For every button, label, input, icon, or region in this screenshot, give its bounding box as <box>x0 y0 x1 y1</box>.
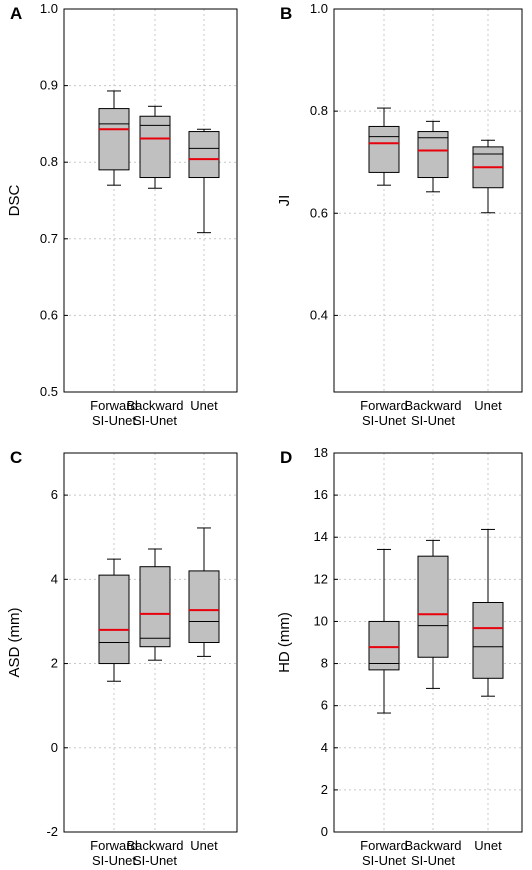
iqr-box <box>472 601 504 679</box>
box-3 <box>188 527 220 657</box>
box-3 <box>472 528 504 697</box>
box-2 <box>139 105 171 189</box>
category-label: Backward <box>126 838 183 853</box>
category-label: SI-Unet <box>411 413 455 428</box>
category-label: SI-Unet <box>362 413 406 428</box>
box-1 <box>368 107 400 186</box>
iqr-box <box>98 108 130 171</box>
box-3 <box>472 139 504 214</box>
y-tick-label: 8 <box>321 656 328 671</box>
y-tick-label: 0.9 <box>40 78 58 93</box>
category-label: Backward <box>404 838 461 853</box>
box-2 <box>417 120 449 193</box>
iqr-box <box>368 620 400 671</box>
iqr-box <box>188 570 220 644</box>
category-label: SI-Unet <box>362 853 406 868</box>
y-axis-label: JI <box>276 195 293 207</box>
plot-frame <box>333 8 523 393</box>
y-tick-label: 16 <box>314 487 328 502</box>
y-axis-label: ASD (mm) <box>6 608 23 678</box>
y-tick-label: 0.7 <box>40 231 58 246</box>
y-tick-label: 6 <box>51 487 58 502</box>
category-label: Forward <box>360 838 408 853</box>
y-tick-label: 0.6 <box>310 205 328 220</box>
category-label: Forward <box>90 398 138 413</box>
category-label: SI-Unet <box>133 853 177 868</box>
category-label: Backward <box>404 398 461 413</box>
category-label: Unet <box>190 838 218 853</box>
iqr-box <box>98 574 130 665</box>
y-tick-label: 0.8 <box>310 103 328 118</box>
y-tick-label: 2 <box>51 656 58 671</box>
y-axis-label: HD (mm) <box>276 612 293 673</box>
panel-letter: A <box>10 4 22 23</box>
panel-letter: C <box>10 448 22 467</box>
y-tick-label: -2 <box>46 824 58 839</box>
category-label: Forward <box>90 838 138 853</box>
category-label: SI-Unet <box>92 853 136 868</box>
category-label: Unet <box>474 838 502 853</box>
y-tick-label: 12 <box>314 571 328 586</box>
y-tick-label: 4 <box>51 571 58 586</box>
box-1 <box>368 548 400 714</box>
panel-letter: D <box>280 448 292 467</box>
y-tick-label: 0.8 <box>40 154 58 169</box>
category-label: Forward <box>360 398 408 413</box>
y-tick-label: 0 <box>321 824 328 839</box>
category-label: SI-Unet <box>133 413 177 428</box>
y-tick-label: 0.6 <box>40 307 58 322</box>
y-tick-label: 18 <box>314 445 328 460</box>
box-1 <box>98 558 130 682</box>
panel-B: 0.4 0.6 0.8 1.0 ForwardSI-UnetBackwardSI-Une… <box>276 1 523 428</box>
panel-A: 0.5 0.6 0.7 0.8 0.9 1.0 ForwardSI-UnetBackward… <box>6 1 238 428</box>
category-label: Unet <box>474 398 502 413</box>
panel-D: 0 2 4 6 8 10 12 14 16 18 ForwardSI-UnetBackwardSI-… <box>276 445 523 868</box>
y-tick-label: 0 <box>51 740 58 755</box>
iqr-box <box>368 125 400 173</box>
box-3 <box>188 128 220 234</box>
box-1 <box>98 90 130 186</box>
box-2 <box>417 539 449 689</box>
iqr-box <box>139 115 171 179</box>
y-tick-label: 6 <box>321 698 328 713</box>
plot-frame <box>63 452 238 833</box>
category-label: Backward <box>126 398 183 413</box>
iqr-box <box>417 131 449 179</box>
y-tick-label: 10 <box>314 613 328 628</box>
category-label: SI-Unet <box>411 853 455 868</box>
y-tick-label: 4 <box>321 740 328 755</box>
category-label: SI-Unet <box>92 413 136 428</box>
box-2 <box>139 548 171 661</box>
y-tick-label: 2 <box>321 782 328 797</box>
category-label: Unet <box>190 398 218 413</box>
plot-frame <box>333 452 523 833</box>
y-tick-label: 0.4 <box>310 307 328 322</box>
iqr-box <box>188 131 220 179</box>
iqr-box <box>139 566 171 648</box>
y-tick-label: 1.0 <box>310 1 328 16</box>
y-tick-label: 0.5 <box>40 384 58 399</box>
iqr-box <box>417 555 449 658</box>
y-axis-label: DSC <box>6 184 23 216</box>
y-tick-label: 1.0 <box>40 1 58 16</box>
panel-letter: B <box>280 4 292 23</box>
y-tick-label: 14 <box>314 529 328 544</box>
plot-frame <box>63 8 238 393</box>
